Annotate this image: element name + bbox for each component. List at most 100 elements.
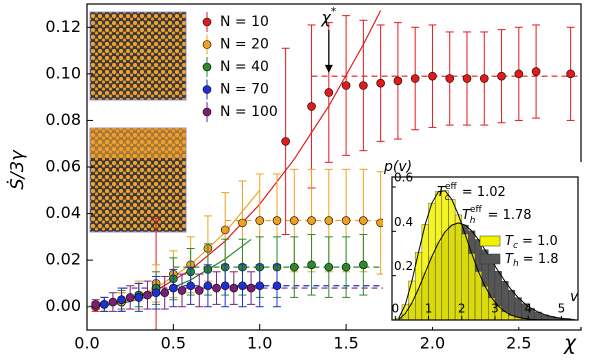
x-axis-label: v xyxy=(570,289,579,305)
point xyxy=(213,284,221,292)
point xyxy=(256,217,264,225)
point xyxy=(342,263,350,271)
point xyxy=(178,286,186,294)
point xyxy=(359,217,367,225)
point xyxy=(204,282,212,290)
point xyxy=(359,261,367,269)
legend-marker xyxy=(203,41,211,49)
point xyxy=(109,298,117,306)
annotation-sub: c xyxy=(445,193,450,203)
legend-label: Tc = 1.0 xyxy=(505,234,558,251)
x-tick-label: 0 xyxy=(392,302,400,316)
point xyxy=(169,284,177,292)
y-tick-label: 0.10 xyxy=(45,63,81,82)
point xyxy=(446,75,454,83)
point xyxy=(567,70,575,78)
point xyxy=(411,75,419,83)
fit-line xyxy=(87,239,251,306)
annotation-sup: * xyxy=(331,5,337,18)
y-tick-label: 0.08 xyxy=(45,110,81,129)
legend-label: N = 70 xyxy=(220,82,269,98)
annotation: χ* xyxy=(320,5,336,27)
point xyxy=(238,282,246,290)
point xyxy=(498,72,506,80)
point xyxy=(342,82,350,90)
x-axis-label: χ xyxy=(563,331,577,355)
y-tick-label: 0.12 xyxy=(45,17,81,36)
point xyxy=(463,75,471,83)
point xyxy=(308,102,316,110)
point xyxy=(238,219,246,227)
point xyxy=(308,261,316,269)
legend-marker xyxy=(203,18,211,26)
x-tick-label: 0.0 xyxy=(74,334,99,353)
point xyxy=(359,82,367,90)
y-tick-label: 0.4 xyxy=(394,215,413,229)
point xyxy=(100,300,108,308)
point xyxy=(273,282,281,290)
point xyxy=(135,293,143,301)
y-tick-label: 0.2 xyxy=(394,259,413,273)
point xyxy=(290,263,298,271)
legend-label: N = 20 xyxy=(220,37,269,53)
legend-swatch xyxy=(480,254,500,264)
x-tick-label: 1.0 xyxy=(247,334,272,353)
annotation-rest: = 1.02 xyxy=(458,185,506,200)
point xyxy=(377,79,385,87)
annotation-sup: eff xyxy=(445,182,458,192)
point xyxy=(394,77,402,85)
histogram-bar xyxy=(402,305,409,320)
point xyxy=(195,286,203,294)
point xyxy=(256,282,264,290)
histogram-bar xyxy=(468,253,475,320)
annotation-text: χ xyxy=(320,8,331,27)
y-axis-label: p(v) xyxy=(383,159,412,175)
cube-image-top xyxy=(90,128,186,158)
arrow-head xyxy=(325,65,333,73)
point xyxy=(118,296,126,304)
y-tick-label: 0.06 xyxy=(45,157,81,176)
x-tick-label: 5 xyxy=(558,302,566,316)
point xyxy=(290,217,298,225)
point xyxy=(532,68,540,76)
legend-marker xyxy=(203,108,211,116)
histogram-bar xyxy=(448,199,455,320)
legend-label: N = 100 xyxy=(220,104,278,120)
legend-label: N = 10 xyxy=(220,14,269,30)
point xyxy=(342,217,350,225)
point xyxy=(325,263,333,271)
histogram-bar xyxy=(435,192,442,320)
point xyxy=(143,291,151,299)
point xyxy=(247,284,255,292)
point xyxy=(187,282,195,290)
x-tick-label: 2.5 xyxy=(506,334,531,353)
x-tick-label: 4 xyxy=(524,302,532,316)
legend-rest: = 1.0 xyxy=(518,234,558,249)
point xyxy=(325,217,333,225)
x-tick-label: 2 xyxy=(458,302,466,316)
point xyxy=(126,293,134,301)
x-tick-label: 1.5 xyxy=(333,334,358,353)
x-tick-label: 1 xyxy=(425,302,433,316)
x-tick-label: 0.5 xyxy=(161,334,186,353)
point xyxy=(273,217,281,225)
point xyxy=(325,88,333,96)
point xyxy=(515,70,523,78)
y-axis-label: Ṡ/3γ xyxy=(6,149,28,190)
x-tick-label: 3 xyxy=(491,302,499,316)
point xyxy=(221,226,229,234)
histogram-bar xyxy=(442,191,449,320)
x-tick-label: 2.0 xyxy=(420,334,445,353)
legend-rest: = 1.8 xyxy=(519,252,559,267)
chart: 0.00.51.01.52.02.50.000.020.040.060.080.… xyxy=(0,0,589,360)
point xyxy=(152,289,160,297)
point xyxy=(161,289,169,297)
point xyxy=(282,137,290,145)
y-tick-label: 0.02 xyxy=(45,250,81,269)
legend-swatch xyxy=(480,236,500,246)
point xyxy=(308,217,316,225)
point xyxy=(480,75,488,83)
legend-marker xyxy=(203,86,211,94)
